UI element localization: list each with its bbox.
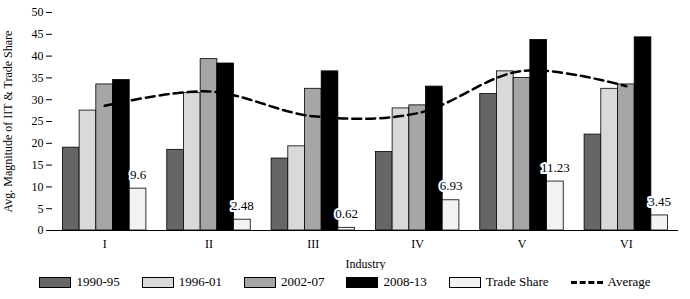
svg-text:V: V	[518, 237, 527, 251]
svg-text:I: I	[103, 237, 107, 251]
svg-text:25: 25	[32, 114, 44, 128]
svg-text:III: III	[307, 237, 319, 251]
svg-text:35: 35	[32, 71, 44, 85]
html-text:1990-95: 1990-95	[76, 274, 120, 289]
svg-text:9.6: 9.6	[130, 167, 147, 182]
svg-text:50: 50	[32, 5, 44, 19]
svg-text:VI: VI	[620, 237, 633, 251]
svg-text:5: 5	[38, 202, 44, 216]
html-text:Trade Share: Trade Share	[485, 274, 549, 289]
svg-text:IV: IV	[411, 237, 424, 251]
html-text:2008-13: 2008-13	[383, 274, 427, 289]
svg-text:3.45: 3.45	[648, 194, 671, 209]
svg-text:30: 30	[32, 93, 44, 107]
svg-text:10: 10	[32, 180, 44, 194]
svg-text:II: II	[205, 237, 213, 251]
html-text:2002-07: 2002-07	[281, 274, 325, 289]
html-text:1996-01: 1996-01	[178, 274, 223, 289]
svg-text:11.23: 11.23	[541, 160, 570, 175]
svg-text:0.62: 0.62	[335, 206, 358, 221]
svg-text:45: 45	[32, 27, 44, 41]
html-text:Average: Average	[607, 274, 651, 289]
svg-text:6.93: 6.93	[440, 178, 463, 193]
svg-text:2.48: 2.48	[231, 198, 254, 213]
svg-text:15: 15	[32, 158, 44, 172]
svg-text:0: 0	[38, 223, 44, 237]
svg-text:Industry: Industry	[346, 257, 386, 271]
svg-text:20: 20	[32, 136, 44, 150]
svg-text:40: 40	[32, 49, 44, 63]
svg-text:Avg. Magnitude of IIT & Trade: Avg. Magnitude of IIT & Trade Share	[1, 31, 15, 213]
